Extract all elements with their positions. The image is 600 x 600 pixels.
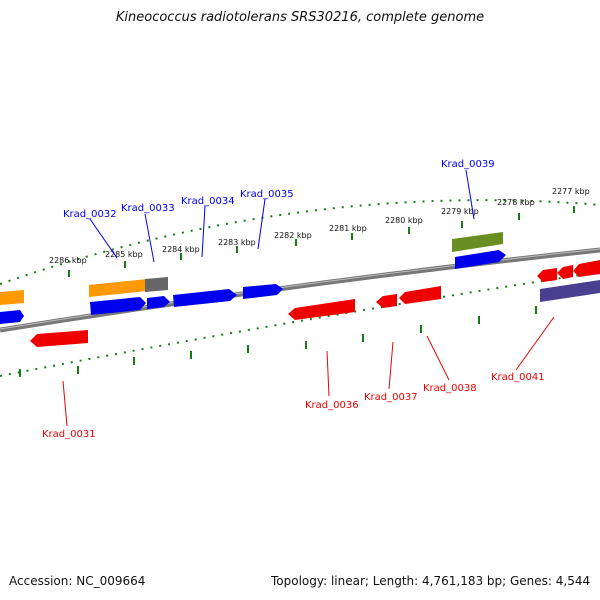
kbp-label: 2286 kbp: [49, 256, 87, 265]
gene-label[interactable]: Krad_0039: [441, 159, 495, 170]
label-connector: [144, 213, 155, 263]
gene-label[interactable]: Krad_0038: [423, 383, 477, 394]
reverse-strand-features: [30, 260, 600, 347]
reverse-gene-labels: Krad_0031 Krad_0036 Krad_0037 Krad_0038 …: [42, 372, 545, 440]
kbp-label: 2281 kbp: [329, 224, 367, 233]
gene-feature-reverse[interactable]: [557, 265, 573, 279]
kbp-label: 2279 kbp: [441, 207, 479, 216]
gene-feature-grey[interactable]: [145, 277, 168, 292]
label-connector: [257, 198, 266, 250]
gene-feature-reverse[interactable]: [399, 286, 441, 304]
accession-label: Accession: NC_009664: [9, 574, 146, 588]
gene-feature-reverse[interactable]: [376, 294, 397, 308]
kbp-label: 2282 kbp: [274, 231, 312, 240]
gene-feature-forward[interactable]: [243, 284, 283, 299]
outer-major-ticks: [68, 206, 575, 277]
gene-feature-forward[interactable]: [90, 297, 146, 315]
gene-feature-reverse[interactable]: [30, 330, 88, 347]
kbp-label: 2284 kbp: [162, 245, 200, 254]
genome-backbone: [0, 247, 600, 333]
forward-label-connectors: [89, 169, 475, 263]
gene-label[interactable]: Krad_0037: [364, 392, 418, 403]
label-connector: [426, 335, 450, 381]
gene-feature-reverse[interactable]: [573, 260, 600, 277]
gene-feature-slate[interactable]: [540, 280, 600, 302]
gene-feature-forward[interactable]: [455, 250, 506, 269]
kbp-label: 2278 kbp: [497, 198, 535, 207]
gene-feature-olive[interactable]: [452, 232, 503, 252]
kbp-label: 2277 kbp: [552, 187, 590, 196]
kbp-labels: 2286 kbp 2285 kbp 2284 kbp 2283 kbp 2282…: [49, 187, 590, 265]
gene-feature-forward[interactable]: [173, 289, 237, 307]
gene-feature-forward[interactable]: [0, 310, 24, 324]
genome-title: Kineococcus radiotolerans SRS30216, comp…: [115, 10, 485, 25]
gene-feature-reverse[interactable]: [537, 268, 557, 282]
gene-label[interactable]: Krad_0035: [240, 189, 294, 200]
kbp-label: 2285 kbp: [105, 250, 143, 259]
gene-feature-orange[interactable]: [0, 290, 24, 305]
label-connector: [326, 350, 330, 397]
topology-label: Topology: linear; Length: 4,761,183 bp; …: [271, 574, 591, 588]
genome-backbone-highlight: [0, 248, 600, 330]
gene-label[interactable]: Krad_0032: [63, 209, 117, 220]
forward-gene-labels: Krad_0032 Krad_0033 Krad_0034 Krad_0035 …: [63, 159, 495, 220]
kbp-label: 2280 kbp: [385, 216, 423, 225]
gene-feature-orange[interactable]: [89, 279, 147, 297]
gene-feature-forward[interactable]: [147, 296, 170, 309]
gene-label[interactable]: Krad_0034: [181, 196, 235, 207]
label-connector: [388, 341, 394, 390]
label-connector: [515, 316, 555, 371]
gene-label[interactable]: Krad_0041: [491, 372, 545, 383]
gene-feature-reverse[interactable]: [288, 299, 355, 320]
reverse-label-connectors: [62, 316, 555, 427]
label-connector: [89, 218, 118, 259]
inner-tick-ring: [0, 271, 600, 377]
label-connector: [62, 380, 68, 427]
gene-label[interactable]: Krad_0033: [121, 203, 175, 214]
gene-label[interactable]: Krad_0036: [305, 400, 359, 411]
label-connector: [201, 205, 206, 258]
kbp-label: 2283 kbp: [218, 238, 256, 247]
label-connector: [465, 169, 475, 220]
inner-major-ticks: [19, 306, 537, 377]
forward-strand-features: [0, 232, 506, 324]
gene-label[interactable]: Krad_0031: [42, 429, 96, 440]
